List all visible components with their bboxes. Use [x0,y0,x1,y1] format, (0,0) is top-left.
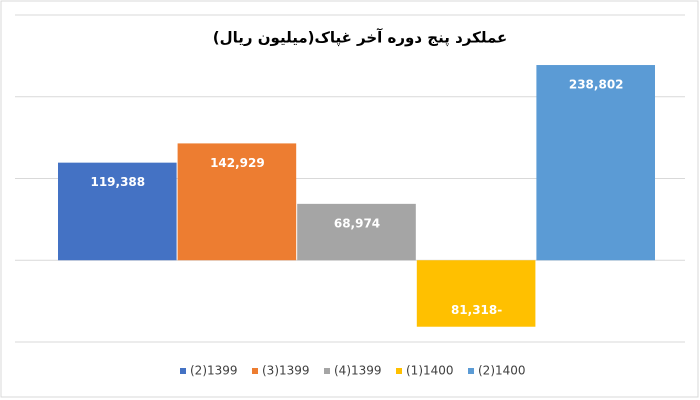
bar [536,65,655,261]
legend-label: (2)1399 [190,364,238,378]
legend-swatch [252,368,258,374]
legend-swatch [324,368,330,374]
bar [58,162,177,261]
value-label: 68,974 [334,216,380,230]
value-label: 119,388 [90,175,145,189]
chart-title: عملکرد پنج دوره آخر غپاک(میلیون ریال) [213,29,508,48]
bar [416,260,536,327]
legend-label: (1)1400 [406,364,454,378]
legend-label: (3)1399 [262,364,310,378]
value-label: 81,318- [451,303,502,317]
value-label: 238,802 [569,78,624,92]
legend-label: (2)1400 [478,364,526,378]
legend-label: (4)1399 [334,364,382,378]
bar [297,203,416,261]
legend-swatch [396,368,402,374]
value-label: 142,929 [210,156,265,170]
legend-swatch [180,368,186,374]
legend-swatch [468,368,474,374]
bar [177,143,297,261]
